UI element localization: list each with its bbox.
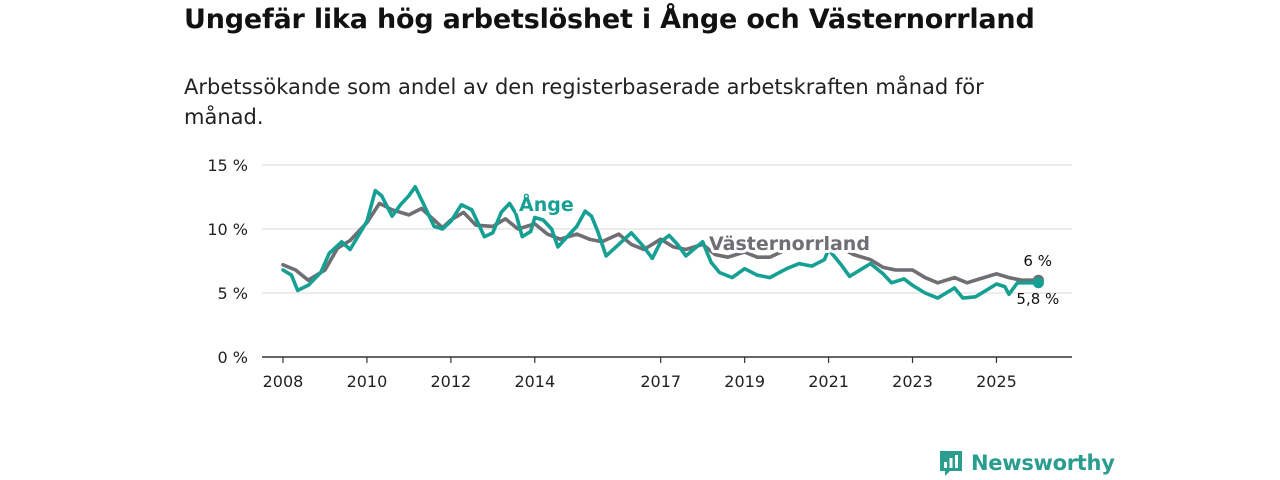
axes: 0 % 5 % 10 % 15 % 2008 2010 2012 2014 2017 2019 20… — [207, 156, 1072, 391]
newsworthy-logo[interactable]: Newsworthy — [938, 449, 1115, 477]
y-tick-label: 5 % — [218, 284, 248, 303]
series-name-label: Ånge — [519, 192, 574, 216]
y-tick-label: 0 % — [218, 348, 248, 367]
x-tick-label: 2012 — [431, 372, 472, 391]
end-value-label: 5,8 % — [1016, 290, 1059, 308]
brand-name: Newsworthy — [971, 451, 1115, 475]
x-tick-label: 2008 — [263, 372, 304, 391]
y-tick-label: 10 % — [207, 220, 248, 239]
x-tick-label: 2025 — [976, 372, 1017, 391]
x-tick-label: 2014 — [514, 372, 555, 391]
series-line — [281, 185, 1041, 300]
chart-title: Ungefär lika hög arbetslöshet i Ånge och… — [184, 4, 1035, 35]
x-tick-label: 2021 — [808, 372, 849, 391]
chart-subtitle: Arbetssökande som andel av den registerb… — [184, 75, 984, 129]
x-tick-label: 2023 — [892, 372, 933, 391]
bar-chart-icon — [940, 451, 962, 476]
x-tick-label: 2010 — [347, 372, 388, 391]
series-end-point — [1032, 277, 1044, 289]
series-name-label: Västernorrland — [709, 233, 870, 255]
series-lines — [281, 185, 1044, 300]
x-tick-label: 2017 — [640, 372, 681, 391]
x-tick-label: 2019 — [724, 372, 765, 391]
end-value-label: 6 % — [1023, 252, 1052, 270]
gridlines — [262, 164, 1072, 294]
series-line — [281, 201, 1041, 285]
y-tick-label: 15 % — [207, 156, 248, 175]
series-labels: Västernorrland Ånge 6 % 5,8 % — [516, 189, 1059, 308]
